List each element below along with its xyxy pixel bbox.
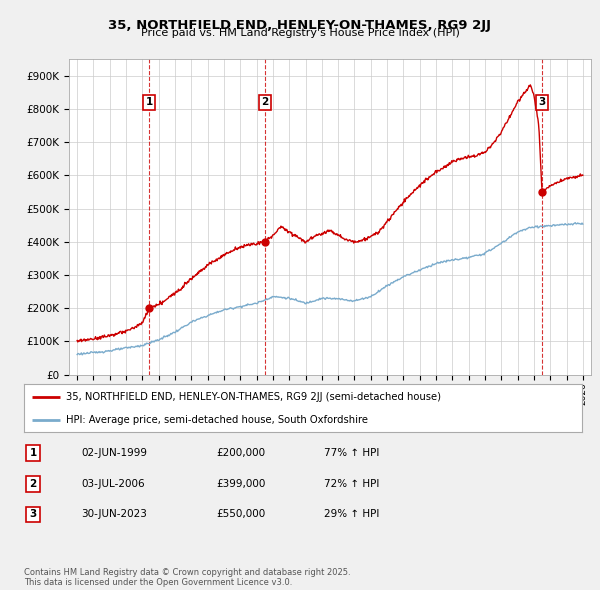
Text: 35, NORTHFIELD END, HENLEY-ON-THAMES, RG9 2JJ: 35, NORTHFIELD END, HENLEY-ON-THAMES, RG… [109, 19, 491, 32]
Text: 3: 3 [29, 510, 37, 519]
Text: Price paid vs. HM Land Registry's House Price Index (HPI): Price paid vs. HM Land Registry's House … [140, 28, 460, 38]
Text: £399,000: £399,000 [216, 479, 265, 489]
Text: £200,000: £200,000 [216, 448, 265, 458]
Text: 1: 1 [146, 97, 153, 107]
Text: 02-JUN-1999: 02-JUN-1999 [81, 448, 147, 458]
Text: 30-JUN-2023: 30-JUN-2023 [81, 510, 147, 519]
Text: 77% ↑ HPI: 77% ↑ HPI [324, 448, 379, 458]
Text: 2: 2 [261, 97, 268, 107]
Text: 35, NORTHFIELD END, HENLEY-ON-THAMES, RG9 2JJ (semi-detached house): 35, NORTHFIELD END, HENLEY-ON-THAMES, RG… [66, 392, 441, 402]
Text: £550,000: £550,000 [216, 510, 265, 519]
Text: 03-JUL-2006: 03-JUL-2006 [81, 479, 145, 489]
Text: 3: 3 [538, 97, 545, 107]
Text: Contains HM Land Registry data © Crown copyright and database right 2025.
This d: Contains HM Land Registry data © Crown c… [24, 568, 350, 587]
Text: 29% ↑ HPI: 29% ↑ HPI [324, 510, 379, 519]
Text: 72% ↑ HPI: 72% ↑ HPI [324, 479, 379, 489]
Text: 1: 1 [29, 448, 37, 458]
Text: 2: 2 [29, 479, 37, 489]
Text: HPI: Average price, semi-detached house, South Oxfordshire: HPI: Average price, semi-detached house,… [66, 415, 368, 425]
